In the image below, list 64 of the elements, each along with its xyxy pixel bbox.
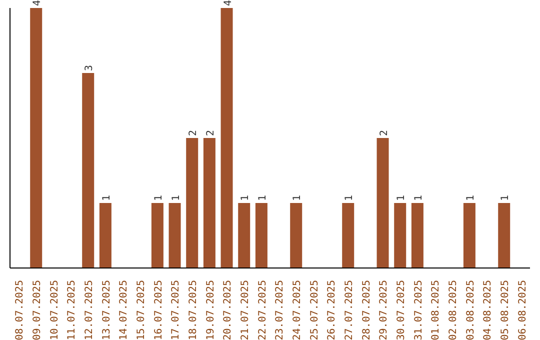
x-tick-label: 21.07.2025 <box>240 280 251 340</box>
data-label: 4 <box>32 0 44 6</box>
x-tick-label: 29.07.2025 <box>378 280 390 340</box>
data-label: 1 <box>292 194 304 201</box>
x-tick-label: 25.07.2025 <box>309 280 320 340</box>
data-label: 1 <box>101 194 112 201</box>
x-tick-label: 05.08.2025 <box>500 280 511 340</box>
data-label: 1 <box>396 194 408 201</box>
x-tick-label: 27.07.2025 <box>344 280 355 340</box>
bar <box>498 203 510 268</box>
x-tick-label: 11.07.2025 <box>66 280 78 340</box>
x-tick-label: 15.07.2025 <box>136 280 147 340</box>
bar <box>151 203 164 268</box>
x-tick-label: 10.07.2025 <box>49 280 60 340</box>
data-label: 1 <box>240 194 252 201</box>
bar <box>99 203 112 268</box>
data-label: 2 <box>378 130 390 136</box>
bar <box>376 138 389 268</box>
data-label: 3 <box>84 64 96 71</box>
data-label: 1 <box>170 194 182 201</box>
data-label: 1 <box>500 194 512 201</box>
x-tick-label: 31.07.2025 <box>413 280 424 340</box>
x-tick-label: 04.08.2025 <box>482 280 494 340</box>
x-tick-label: 12.07.2025 <box>84 280 95 340</box>
bar <box>30 8 42 268</box>
x-tick-label: 13.07.2025 <box>101 280 112 340</box>
x-tick-label: 23.07.2025 <box>274 280 286 340</box>
bar <box>186 138 198 268</box>
x-tick-label: 02.08.2025 <box>448 280 459 340</box>
bar <box>290 203 302 268</box>
bar <box>255 203 268 268</box>
data-label: 1 <box>153 194 164 201</box>
data-label: 2 <box>205 130 216 136</box>
x-tick-label: 16.07.2025 <box>153 280 164 340</box>
x-tick-label: 06.08.2025 <box>517 280 528 340</box>
data-label: 1 <box>344 194 356 201</box>
bar <box>82 73 94 268</box>
data-label: 1 <box>257 194 268 201</box>
x-tick-label: 20.07.2025 <box>222 280 234 340</box>
x-tick-label: 01.08.2025 <box>430 280 442 340</box>
bar <box>463 203 476 268</box>
bar <box>411 203 424 268</box>
bar <box>238 203 250 268</box>
data-label: 1 <box>413 194 424 201</box>
bar <box>203 138 216 268</box>
x-tick-label: 22.07.2025 <box>257 280 268 340</box>
x-tick-label: 28.07.2025 <box>361 280 372 340</box>
bar <box>168 203 181 268</box>
x-tick-label: 17.07.2025 <box>170 280 182 340</box>
data-label: 1 <box>465 194 476 201</box>
x-tick-label: 03.08.2025 <box>465 280 476 340</box>
x-tick-label: 14.07.2025 <box>118 280 130 340</box>
data-label: 2 <box>188 130 200 136</box>
x-tick-label: 24.07.2025 <box>292 280 303 340</box>
bar <box>220 8 233 268</box>
bar <box>342 203 354 268</box>
bar <box>394 203 406 268</box>
x-tick-label: 26.07.2025 <box>326 280 338 340</box>
x-tick-label: 19.07.2025 <box>205 280 216 340</box>
x-tick-label: 09.07.2025 <box>32 280 43 340</box>
x-tick-label: 30.07.2025 <box>396 280 407 340</box>
x-tick-label: 18.07.2025 <box>188 280 199 340</box>
data-label: 4 <box>222 0 234 6</box>
x-tick-label: 08.07.2025 <box>14 280 26 340</box>
